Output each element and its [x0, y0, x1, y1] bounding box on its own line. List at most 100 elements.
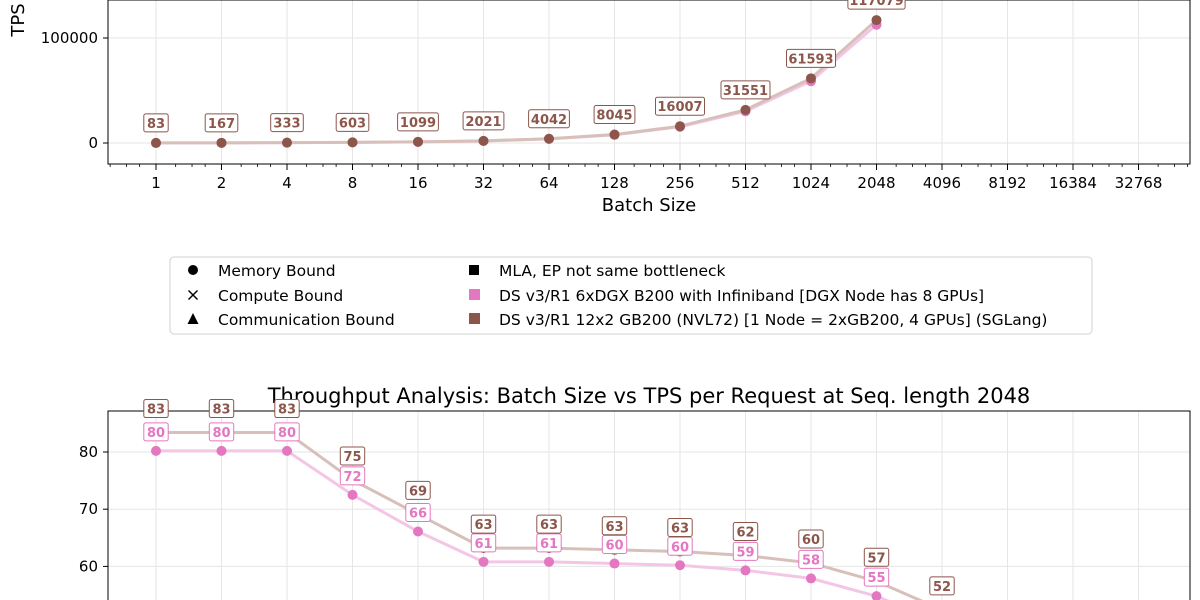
- legend-mla-ep-label: MLA, EP not same bottleneck: [499, 262, 726, 280]
- tps-per-request-data-label: 61: [474, 537, 492, 552]
- tps-per-request-data-label: 80: [147, 426, 165, 441]
- legend-compute-bound-label: Compute Bound: [218, 287, 343, 305]
- tps-per-request-data-label-box: [667, 536, 693, 556]
- tps-data-label: 333: [273, 117, 300, 132]
- legend-box: [169, 256, 1093, 335]
- tps-data-label-box: [528, 109, 570, 129]
- tps-x-tick-label: 8: [348, 174, 358, 192]
- legend: Memory Bound Compute Bound Communication…: [169, 256, 1093, 335]
- tps-data-label: 83: [147, 117, 165, 132]
- tps-per-request-data-label: 80: [278, 426, 296, 441]
- legend-dgx-b200-label: DS v3/R1 6xDGX B200 with Infiniband [DGX…: [499, 287, 984, 305]
- tps-data-label: 16007: [657, 100, 702, 115]
- tps-x-tick-label: 64: [539, 174, 558, 192]
- tps-per-request-data-label: 63: [540, 518, 558, 533]
- tps-per-request-data-label-box: [339, 466, 366, 486]
- tps-per-request-data-label: 83: [147, 403, 165, 418]
- tps-data-label: 4042: [531, 113, 567, 128]
- tps-per-request-data-label: 72: [343, 470, 361, 485]
- tps-per-request-data-label-box: [405, 503, 431, 523]
- tps-data-point: [544, 133, 554, 144]
- tps-per-request-data-label-box: [732, 541, 759, 561]
- tps-per-request-data-label: 75: [343, 450, 361, 465]
- tps-data-point: [413, 136, 423, 147]
- tps-x-tick-label: 8192: [988, 174, 1026, 192]
- tps-per-request-data-label-box: [863, 567, 890, 587]
- tps-per-request-data-label-box: [863, 547, 890, 567]
- tps-data-label: 1099: [400, 116, 436, 131]
- tps-per-request-data-point: [478, 556, 489, 567]
- tps-per-request-data-point: [806, 573, 816, 584]
- tps-data-label: 117079: [849, 0, 903, 9]
- tps-per-request-data-point: [413, 526, 423, 537]
- tps-per-request-y-tick-label: 70: [79, 500, 98, 518]
- tps-data-label-box: [204, 113, 239, 133]
- tps-data-label: 167: [208, 117, 235, 132]
- tps-data-label-box: [397, 112, 439, 132]
- tps-x-tick-label: 2048: [857, 174, 895, 192]
- tps-per-request-series: 80 80 80 72 66 61 61 60 60 59 58 55 83 83 83 75 69 63 63 63…: [143, 399, 955, 600]
- tps-data-label-box: [655, 96, 705, 116]
- tps-per-request-data-label-box: [274, 422, 300, 442]
- tps-x-tick-label: 512: [731, 174, 760, 192]
- tps-data-point: [216, 137, 227, 148]
- tps-x-tick-label: 1024: [792, 174, 830, 192]
- tps-data-label: 61593: [788, 52, 833, 67]
- legend-memory-bound-marker: [188, 265, 198, 275]
- tps-data-label-box: [720, 80, 771, 100]
- tps-per-request-data-label: 80: [212, 426, 230, 441]
- tps-x-tick-label: 32: [474, 174, 493, 192]
- tps-per-request-data-label: 60: [605, 539, 623, 554]
- tps-x-tick-label: 256: [666, 174, 695, 192]
- tps-x-axis-label: Batch Size: [602, 195, 696, 216]
- tps-per-request-data-label: 83: [212, 403, 230, 418]
- tps-data-label-box: [847, 0, 906, 10]
- tps-per-request-y-axis: 60 70 80: [79, 443, 108, 575]
- tps-per-request-data-label: 57: [867, 551, 885, 566]
- tps-per-request-grid: [108, 411, 1190, 600]
- tps-x-tick-label: 16: [408, 174, 427, 192]
- tps-per-request-data-label-box: [208, 399, 235, 419]
- tps-per-request-data-label: 55: [867, 571, 885, 586]
- tps-x-tick-label: 16384: [1049, 174, 1097, 192]
- tps-per-request-data-point: [216, 445, 227, 456]
- tps-per-request-data-label: 59: [736, 545, 754, 560]
- tps-per-request-data-label: 60: [802, 533, 820, 548]
- tps-per-request-data-label-box: [601, 535, 628, 555]
- tps-data-point: [282, 137, 292, 148]
- tps-data-point: [347, 137, 358, 148]
- tps-x-tick-label: 4096: [923, 174, 961, 192]
- tps-per-request-data-label-box: [732, 522, 759, 542]
- tps-per-request-data-point: [347, 489, 358, 500]
- tps-per-request-data-label: 58: [802, 553, 820, 568]
- tps-per-request-data-label-box: [339, 446, 366, 466]
- tps-data-label: 2021: [465, 115, 501, 130]
- tps-x-tick-label: 2: [217, 174, 227, 192]
- tps-x-tick-label: 128: [600, 174, 629, 192]
- tps-y-tick-label: 0: [88, 134, 98, 152]
- tps-per-request-data-label: 61: [540, 537, 558, 552]
- tps-x-tick-label: 1: [151, 174, 161, 192]
- tps-per-request-data-label-box: [274, 399, 300, 419]
- tps-per-request-data-label: 62: [736, 526, 754, 541]
- tps-per-request-data-label-box: [143, 422, 169, 442]
- tps-per-request-data-label: 52: [933, 580, 951, 595]
- legend-mla-ep-marker: [469, 265, 479, 275]
- tps-data-label-box: [593, 105, 636, 125]
- tps-per-request-data-point: [740, 565, 751, 576]
- tps-per-request-data-point: [675, 560, 685, 571]
- tps-chart: 0 100000 1 2 4 8 16 32 64 128 256 512 1024 2048 4096 8…: [8, 0, 1191, 216]
- tps-per-request-data-label: 63: [474, 518, 492, 533]
- legend-gb200-label: DS v3/R1 12x2 GB200 (NVL72) [1 Node = 2x…: [499, 311, 1047, 329]
- tps-per-request-data-label-box: [470, 533, 497, 553]
- tps-data-label: 31551: [723, 84, 768, 99]
- tps-per-request-data-point: [871, 591, 882, 600]
- legend-memory-bound-label: Memory Bound: [218, 262, 336, 280]
- tps-per-request-data-point: [544, 556, 554, 567]
- tps-series-line: [155, 18, 878, 145]
- tps-per-request-data-label-box: [405, 480, 431, 500]
- tps-per-request-data-label-box: [208, 422, 235, 442]
- tps-per-request-data-label: 63: [671, 522, 689, 537]
- tps-data-point: [806, 73, 816, 84]
